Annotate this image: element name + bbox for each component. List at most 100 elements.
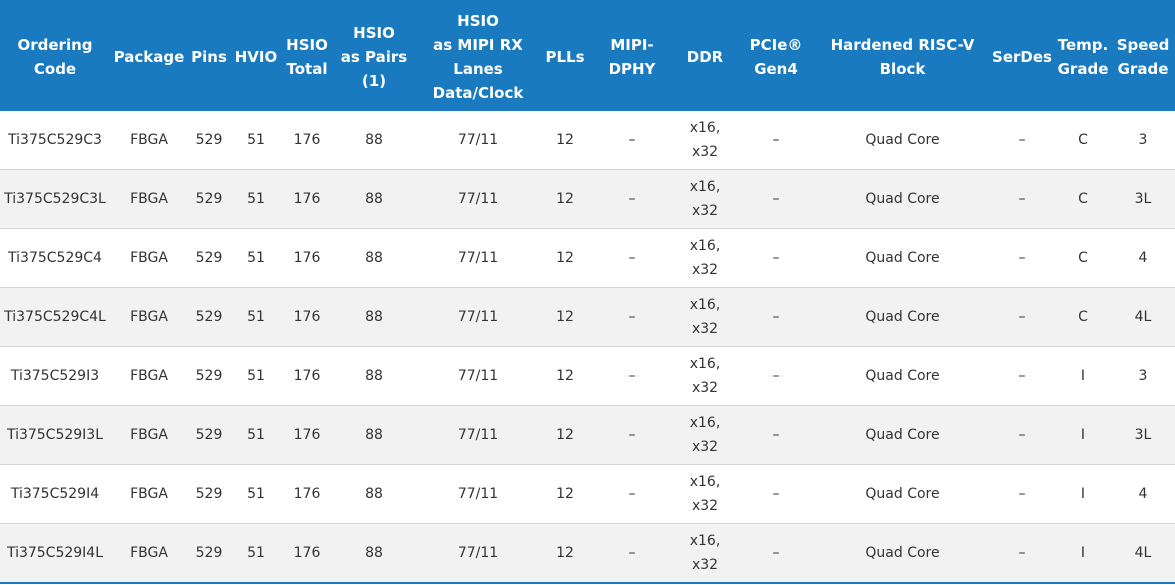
cell-pcie-gen4: – [736,287,816,347]
cell-hsio-total: 176 [282,523,332,584]
cell-serdes: – [989,405,1055,465]
cell-hvio: 51 [230,523,282,584]
header-hsio-pairs: HSIO as Pairs (1) [332,0,416,111]
cell-speed-grade: 3L [1111,405,1175,465]
cell-mipi-dphy: – [590,523,674,584]
cell-package: FBGA [110,111,188,170]
table-row: Ti375C529C3L FBGA 529 51 176 88 77/11 12– x16, x… [0,169,1175,229]
cell-pins: 529 [188,287,230,347]
cell-pcie-gen4: – [736,405,816,465]
header-package: Package [110,0,188,111]
cell-mipi-dphy: – [590,169,674,229]
cell-hvio: 51 [230,287,282,347]
cell-plls: 12 [540,169,590,229]
header-pcie-gen4: PCIe® Gen4 [736,0,816,111]
cell-pcie-gen4: – [736,111,816,170]
cell-ddr: x16, x32 [674,228,736,288]
cell-speed-grade: 4 [1111,464,1175,524]
cell-ordering-code: Ti375C529I4L [0,523,110,584]
cell-serdes: – [989,228,1055,288]
header-ddr: DDR [674,0,736,111]
cell-hsio-pairs: 88 [332,405,416,465]
table-row: Ti375C529C3 FBGA 529 51 176 88 77/11 12– x16, x3… [0,111,1175,170]
cell-plls: 12 [540,287,590,347]
cell-pcie-gen4: – [736,523,816,584]
cell-pins: 529 [188,346,230,406]
cell-ordering-code: Ti375C529C4L [0,287,110,347]
cell-hsio-total: 176 [282,464,332,524]
cell-speed-grade: 3 [1111,111,1175,170]
header-plls: PLLs [540,0,590,111]
cell-temp-grade: I [1055,405,1111,465]
header-hsio-total: HSIO Total [282,0,332,111]
cell-plls: 12 [540,111,590,170]
cell-risc-v-block: Quad Core [816,405,989,465]
header-pins: Pins [188,0,230,111]
cell-hsio-mipi-rx: 77/11 [416,228,540,288]
cell-speed-grade: 4 [1111,228,1175,288]
header-speed-grade: Speed Grade [1111,0,1175,111]
cell-serdes: – [989,346,1055,406]
cell-ddr: x16, x32 [674,405,736,465]
table-row: Ti375C529I4L FBGA 529 51 176 88 77/11 12– x16, x… [0,523,1175,584]
cell-package: FBGA [110,346,188,406]
header-serdes: SerDes [989,0,1055,111]
cell-package: FBGA [110,405,188,465]
cell-mipi-dphy: – [590,111,674,170]
cell-speed-grade: 3 [1111,346,1175,406]
table-row: Ti375C529I4 FBGA 529 51 176 88 77/11 12– x16, x3… [0,464,1175,524]
cell-hvio: 51 [230,111,282,170]
cell-hsio-total: 176 [282,111,332,170]
cell-temp-grade: C [1055,111,1111,170]
cell-hsio-pairs: 88 [332,346,416,406]
cell-risc-v-block: Quad Core [816,464,989,524]
header-row: Ordering Code Package Pins HVIO HSIO Tot… [0,0,1175,111]
header-risc-v-block: Hardened RISC-V Block [816,0,989,111]
cell-ddr: x16, x32 [674,346,736,406]
cell-temp-grade: I [1055,523,1111,584]
table-row: Ti375C529I3 FBGA 529 51 176 88 77/11 12– x16, x3… [0,346,1175,406]
cell-package: FBGA [110,287,188,347]
cell-hsio-mipi-rx: 77/11 [416,111,540,170]
cell-speed-grade: 3L [1111,169,1175,229]
cell-hsio-mipi-rx: 77/11 [416,287,540,347]
cell-hsio-total: 176 [282,228,332,288]
header-hsio-mipi-rx: HSIO as MIPI RX Lanes Data/Clock [416,0,540,111]
cell-mipi-dphy: – [590,287,674,347]
cell-hsio-mipi-rx: 77/11 [416,405,540,465]
cell-pins: 529 [188,405,230,465]
cell-pins: 529 [188,228,230,288]
header-temp-grade: Temp. Grade [1055,0,1111,111]
cell-ddr: x16, x32 [674,169,736,229]
cell-hsio-pairs: 88 [332,111,416,170]
cell-risc-v-block: Quad Core [816,287,989,347]
cell-pins: 529 [188,523,230,584]
cell-hvio: 51 [230,346,282,406]
table-body: Ti375C529C3 FBGA 529 51 176 88 77/11 12– x16, x3… [0,111,1175,584]
cell-package: FBGA [110,228,188,288]
cell-hvio: 51 [230,169,282,229]
cell-plls: 12 [540,405,590,465]
cell-hsio-total: 176 [282,169,332,229]
cell-ddr: x16, x32 [674,523,736,584]
cell-ordering-code: Ti375C529I3 [0,346,110,406]
cell-hvio: 51 [230,228,282,288]
cell-serdes: – [989,169,1055,229]
cell-hvio: 51 [230,405,282,465]
cell-hsio-total: 176 [282,346,332,406]
cell-serdes: – [989,523,1055,584]
cell-plls: 12 [540,228,590,288]
cell-plls: 12 [540,464,590,524]
cell-temp-grade: I [1055,346,1111,406]
cell-speed-grade: 4L [1111,523,1175,584]
cell-pins: 529 [188,464,230,524]
header-hvio: HVIO [230,0,282,111]
cell-risc-v-block: Quad Core [816,346,989,406]
cell-ordering-code: Ti375C529C3L [0,169,110,229]
cell-hsio-total: 176 [282,287,332,347]
cell-ddr: x16, x32 [674,111,736,170]
cell-risc-v-block: Quad Core [816,228,989,288]
cell-serdes: – [989,111,1055,170]
cell-risc-v-block: Quad Core [816,169,989,229]
cell-temp-grade: C [1055,228,1111,288]
